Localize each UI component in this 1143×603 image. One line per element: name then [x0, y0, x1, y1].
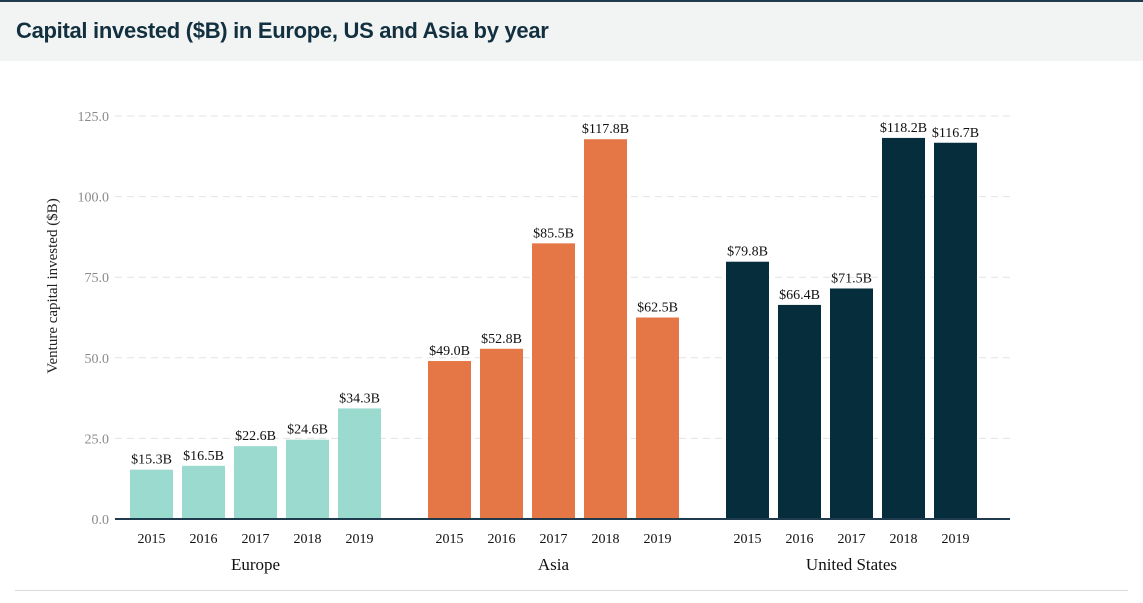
data-label: $79.8B: [727, 245, 768, 260]
y-tick-label: 25.0: [85, 432, 110, 447]
x-tick-label: 2016: [786, 532, 814, 547]
bar-asia-2015: [428, 361, 471, 519]
data-label: $16.5B: [183, 449, 224, 464]
x-tick-label: 2018: [294, 532, 322, 547]
data-label: $52.8B: [481, 332, 522, 347]
y-tick-label: 0.0: [92, 513, 110, 528]
data-label: $117.8B: [582, 122, 629, 137]
group-label-united-states: United States: [806, 555, 897, 574]
data-label: $62.5B: [637, 301, 678, 316]
bar-united-states-2017: [830, 288, 873, 519]
x-tick-label: 2017: [540, 532, 568, 547]
data-label: $71.5B: [831, 271, 872, 286]
data-label: $49.0B: [429, 344, 470, 359]
data-label: $118.2B: [880, 121, 927, 136]
x-tick-label: 2018: [592, 532, 620, 547]
y-tick-label: 50.0: [85, 352, 110, 367]
bottom-divider: [15, 590, 1128, 591]
bar-united-states-2018: [882, 137, 925, 519]
group-label-asia: Asia: [538, 555, 570, 574]
x-tick-label: 2015: [436, 532, 464, 547]
data-label: $22.6B: [235, 429, 276, 444]
x-tick-label: 2015: [734, 532, 762, 547]
top-border: [0, 0, 1143, 2]
data-label: $24.6B: [287, 423, 328, 438]
group-label-europe: Europe: [231, 555, 280, 574]
bar-europe-2017: [234, 446, 277, 519]
x-tick-label: 2017: [838, 532, 866, 547]
y-axis-label: Venture capital invested ($B): [45, 198, 61, 373]
data-label: $34.3B: [339, 391, 380, 406]
x-tick-label: 2018: [890, 532, 918, 547]
bar-united-states-2019: [934, 142, 977, 519]
bar-asia-2017: [532, 243, 575, 519]
chart-title: Capital invested ($B) in Europe, US and …: [16, 18, 549, 43]
bar-europe-2019: [338, 408, 381, 519]
x-tick-label: 2015: [138, 532, 166, 547]
x-tick-label: 2017: [242, 532, 270, 547]
data-label: $66.4B: [779, 288, 820, 303]
bar-united-states-2015: [726, 261, 769, 519]
y-tick-label: 125.0: [78, 110, 110, 125]
x-tick-label: 2016: [488, 532, 516, 547]
bar-europe-2015: [130, 469, 173, 519]
data-label: $116.7B: [932, 126, 979, 141]
bar-asia-2019: [636, 317, 679, 519]
x-tick-label: 2016: [190, 532, 218, 547]
x-tick-label: 2019: [644, 532, 672, 547]
y-tick-label: 100.0: [78, 191, 110, 206]
bar-asia-2018: [584, 139, 627, 519]
bar-asia-2016: [480, 348, 523, 519]
bar-united-states-2016: [778, 304, 821, 519]
x-tick-label: 2019: [942, 532, 970, 547]
chart-header: Capital invested ($B) in Europe, US and …: [0, 2, 1143, 61]
data-label: $85.5B: [533, 226, 574, 241]
y-tick-label: 75.0: [85, 271, 110, 286]
bar-europe-2018: [286, 439, 329, 519]
bar-chart: 0.0 25.0 50.0 75.0 100.0 125.0 Venture capital…: [45, 110, 1010, 574]
x-tick-label: 2019: [346, 532, 374, 547]
bar-europe-2016: [182, 465, 225, 519]
data-label: $15.3B: [131, 453, 172, 468]
